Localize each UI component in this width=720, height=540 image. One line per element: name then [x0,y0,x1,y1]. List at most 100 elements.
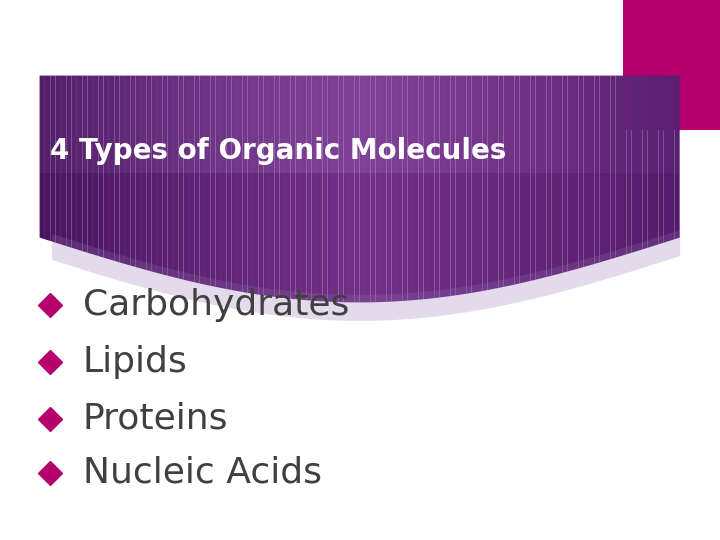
Polygon shape [651,76,654,173]
Polygon shape [296,76,301,300]
Polygon shape [264,76,269,296]
Polygon shape [419,76,423,173]
Polygon shape [536,76,541,280]
Polygon shape [61,76,66,246]
Polygon shape [654,76,657,173]
Polygon shape [336,76,338,173]
Polygon shape [358,76,361,173]
Polygon shape [445,76,450,297]
Polygon shape [265,76,268,173]
Polygon shape [387,76,390,173]
Polygon shape [519,76,522,173]
Polygon shape [313,76,316,173]
Polygon shape [546,76,552,277]
Polygon shape [667,76,670,173]
Polygon shape [482,76,487,291]
Polygon shape [525,76,531,282]
Polygon shape [487,76,493,290]
Polygon shape [574,76,577,173]
Polygon shape [498,76,504,288]
Polygon shape [441,76,445,173]
Polygon shape [158,76,162,173]
Polygon shape [426,76,429,173]
Polygon shape [290,76,296,299]
Polygon shape [570,76,574,173]
Polygon shape [217,76,220,173]
Polygon shape [567,76,573,272]
Polygon shape [303,76,307,173]
Polygon shape [397,76,400,173]
Polygon shape [351,76,355,173]
Polygon shape [593,76,596,173]
Polygon shape [400,76,403,173]
Polygon shape [109,76,114,261]
Polygon shape [243,76,248,293]
Polygon shape [514,76,520,285]
Polygon shape [226,76,230,173]
Polygon shape [657,76,660,173]
Polygon shape [312,76,317,301]
Polygon shape [71,76,77,249]
Polygon shape [461,76,467,294]
Polygon shape [616,76,618,173]
Polygon shape [531,76,536,281]
Polygon shape [300,76,303,173]
Polygon shape [104,76,107,173]
Polygon shape [253,76,258,294]
Polygon shape [621,76,626,256]
Polygon shape [552,76,557,276]
Polygon shape [49,76,53,173]
Polygon shape [456,76,461,295]
Polygon shape [184,76,187,173]
Polygon shape [557,76,561,173]
Polygon shape [493,76,496,173]
Polygon shape [46,76,49,173]
Polygon shape [162,76,165,173]
Polygon shape [504,76,509,287]
Polygon shape [477,76,482,292]
Polygon shape [600,76,605,262]
Polygon shape [345,76,348,173]
Polygon shape [290,76,294,173]
Polygon shape [609,76,612,173]
Polygon shape [658,76,664,245]
Polygon shape [348,76,351,173]
Polygon shape [423,76,429,299]
Polygon shape [329,76,333,173]
Polygon shape [285,76,290,299]
Polygon shape [392,76,397,302]
Polygon shape [248,76,253,294]
Polygon shape [117,76,120,173]
Polygon shape [458,76,461,173]
Polygon shape [326,76,329,173]
Polygon shape [333,76,336,173]
Polygon shape [532,76,535,173]
Polygon shape [246,76,248,173]
Polygon shape [599,76,603,173]
Polygon shape [631,76,634,173]
Polygon shape [125,76,130,266]
Polygon shape [205,76,210,286]
Polygon shape [490,76,493,173]
Polygon shape [580,76,583,173]
Polygon shape [221,76,226,289]
Polygon shape [82,76,88,253]
Polygon shape [274,76,278,173]
Polygon shape [528,76,532,173]
Polygon shape [625,76,629,173]
Polygon shape [261,76,265,173]
Polygon shape [143,76,145,173]
Polygon shape [384,76,387,173]
Polygon shape [675,76,680,239]
Polygon shape [149,76,152,173]
Polygon shape [189,76,194,282]
Polygon shape [365,76,370,302]
Polygon shape [520,76,525,284]
Polygon shape [526,76,528,173]
Polygon shape [94,76,97,173]
Polygon shape [342,76,345,173]
Polygon shape [127,76,130,173]
Polygon shape [255,76,258,173]
Polygon shape [230,76,233,173]
Polygon shape [467,76,471,173]
